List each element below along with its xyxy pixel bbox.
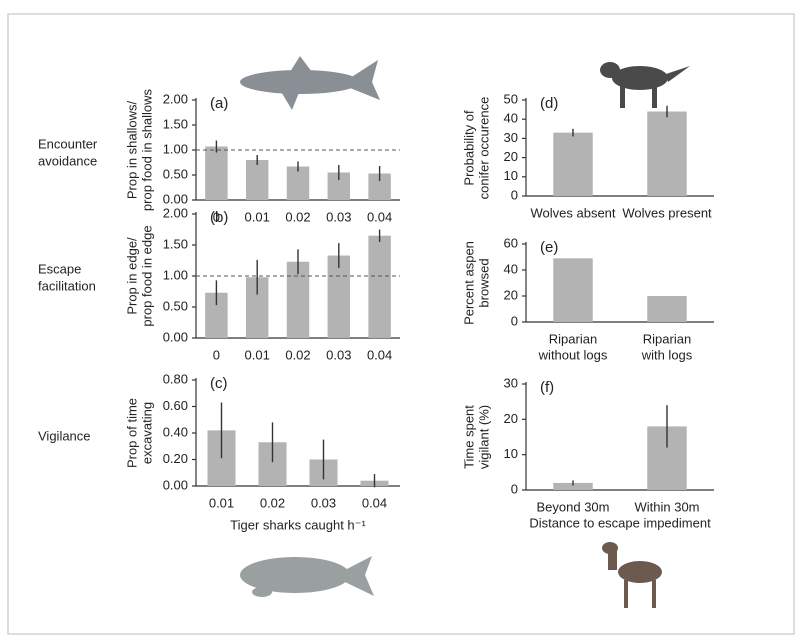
bar (245, 160, 269, 200)
x-tick-label: 0.03 (311, 495, 336, 510)
dugong-icon (240, 556, 374, 597)
panel-label: (b) (210, 209, 228, 226)
y-tick-label: 0.40 (163, 424, 188, 439)
bar (647, 296, 687, 322)
bar (647, 111, 687, 196)
y-tick-label: 10 (504, 168, 518, 183)
x-tick-label: 0 (213, 209, 220, 224)
y-axis-label: Prop in edge/ (124, 237, 139, 315)
panel-label: (d) (540, 95, 558, 112)
x-tick-label: 0.02 (285, 209, 310, 224)
y-tick-label: 2.00 (163, 91, 188, 106)
x-tick-label: without logs (538, 347, 608, 362)
y-tick-label: 30 (504, 375, 518, 390)
wolf-icon (600, 62, 690, 108)
bar (286, 261, 310, 338)
y-tick-label: 0.00 (163, 329, 188, 344)
x-tick-label: 0.01 (209, 495, 234, 510)
panel-label: (c) (210, 375, 228, 392)
y-axis-label: conifer occurence (476, 97, 491, 200)
row-label: avoidance (38, 153, 97, 168)
y-tick-label: 50 (504, 91, 518, 106)
row-label: Vigilance (38, 428, 91, 443)
x-tick-label: 0.04 (362, 495, 387, 510)
x-tick-label: Within 30m (634, 499, 699, 514)
y-tick-label: 0.00 (163, 477, 188, 492)
x-tick-label: 0.02 (260, 495, 285, 510)
y-tick-label: 60 (504, 235, 518, 250)
x-tick-label: with logs (641, 347, 693, 362)
y-tick-label: 20 (504, 287, 518, 302)
y-axis-label: Percent aspen (461, 241, 476, 325)
y-axis-label: Prop in shallows/ (124, 100, 139, 199)
x-tick-label: 0.03 (326, 209, 351, 224)
y-tick-label: 0 (511, 313, 518, 328)
x-tick-label: 0.01 (245, 209, 270, 224)
bar (205, 292, 228, 338)
y-axis-label: prop food in edge (139, 225, 154, 326)
panel-label: (f) (540, 379, 554, 396)
y-tick-label: 0.80 (163, 371, 188, 386)
y-axis-label: excavating (139, 402, 154, 464)
x-tick-label: 0 (213, 347, 220, 362)
x-axis-label: Tiger sharks caught h⁻¹ (230, 517, 366, 532)
elk-icon (602, 542, 662, 608)
x-tick-label: 0.04 (367, 347, 392, 362)
bar (327, 172, 351, 200)
y-axis-label: Prop of time (124, 398, 139, 468)
y-tick-label: 0.50 (163, 166, 188, 181)
y-tick-label: 1.00 (163, 141, 188, 156)
y-axis-label: prop food in shallows (139, 88, 154, 211)
bar (205, 146, 228, 200)
x-tick-label: Riparian (643, 331, 691, 346)
bar (368, 173, 391, 200)
x-axis-label: Distance to escape impediment (529, 515, 711, 530)
x-tick-label: 0.03 (326, 347, 351, 362)
y-tick-label: 40 (504, 111, 518, 126)
y-tick-label: 20 (504, 149, 518, 164)
shark-icon (240, 56, 380, 110)
bar (553, 482, 593, 490)
y-tick-label: 1.50 (163, 116, 188, 131)
bar (553, 132, 593, 196)
y-axis-label: browsed (476, 258, 491, 307)
y-tick-label: 10 (504, 446, 518, 461)
y-tick-label: 0.60 (163, 398, 188, 413)
y-tick-label: 0 (511, 481, 518, 496)
row-label: Escape (38, 261, 81, 276)
y-tick-label: 40 (504, 261, 518, 276)
x-tick-label: 0.02 (285, 347, 310, 362)
row-label: Encounter (38, 136, 98, 151)
x-tick-label: Beyond 30m (537, 499, 610, 514)
y-tick-label: 0.50 (163, 298, 188, 313)
y-tick-label: 0 (511, 187, 518, 202)
y-tick-label: 1.50 (163, 236, 188, 251)
row-label: facilitation (38, 278, 96, 293)
y-tick-label: 20 (504, 411, 518, 426)
x-tick-label: 0.01 (245, 347, 270, 362)
panel-label: (e) (540, 239, 558, 256)
x-tick-label: Riparian (549, 331, 597, 346)
x-tick-label: 0.04 (367, 209, 392, 224)
y-axis-label: Time spent (461, 405, 476, 469)
panel-label: (a) (210, 95, 228, 112)
bar (368, 235, 391, 338)
bar (286, 166, 310, 200)
bar (553, 258, 593, 322)
frame (7, 13, 795, 635)
y-axis-label: vigilant (%) (476, 405, 491, 469)
x-tick-label: Wolves present (622, 205, 712, 220)
x-tick-label: Wolves absent (530, 205, 615, 220)
y-tick-label: 2.00 (163, 205, 188, 220)
y-tick-label: 30 (504, 130, 518, 145)
y-tick-label: 0.20 (163, 451, 188, 466)
y-tick-label: 0.00 (163, 191, 188, 206)
bar (245, 277, 269, 338)
y-axis-label: Probability of (461, 110, 476, 186)
y-tick-label: 1.00 (163, 267, 188, 282)
